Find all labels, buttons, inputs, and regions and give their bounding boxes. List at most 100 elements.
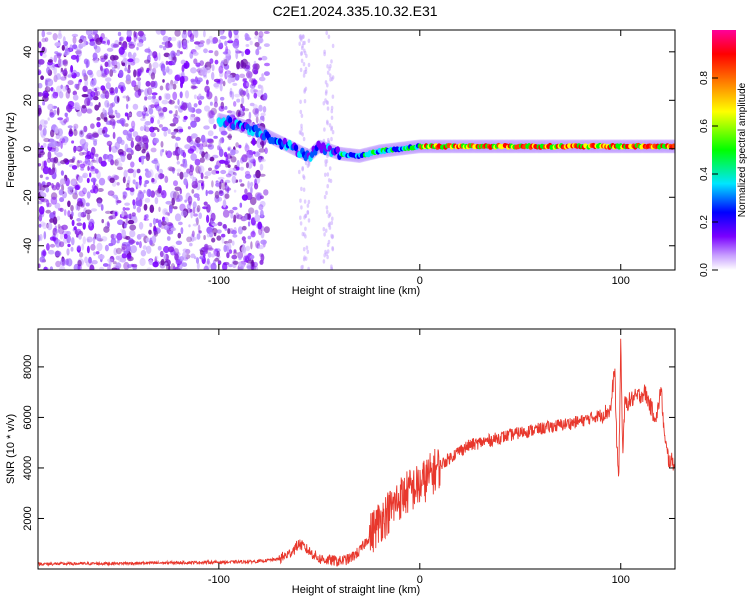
spectrogram-noise-speck	[145, 170, 152, 178]
spectrogram-noise-speck	[47, 151, 52, 160]
spectrogram-noise-speck	[127, 176, 131, 184]
spectrogram-noise-speck	[250, 186, 253, 195]
spectrogram-stripe-speck	[300, 51, 303, 57]
spectrogram-noise-speck	[128, 43, 135, 49]
spectrogram-noise-speck	[144, 126, 150, 133]
spectrogram-noise-speck	[52, 210, 56, 215]
spectrogram-noise-speck	[170, 131, 176, 136]
spectrogram-stripe-speck	[300, 205, 303, 210]
spectrogram-noise-speck	[174, 74, 181, 82]
spectrogram-noise-speck	[174, 253, 179, 261]
spectrogram-noise-speck	[216, 251, 220, 258]
spectrogram-noise-speck	[214, 165, 219, 170]
spectrogram-noise-speck	[101, 219, 104, 224]
spectrogram-noise-speck	[116, 136, 123, 144]
spectrogram-noise-speck	[158, 52, 161, 61]
spectrogram-noise-speck	[179, 171, 184, 180]
spectrogram-noise-speck	[148, 259, 153, 266]
spectrogram-noise-speck	[222, 80, 226, 87]
spectrogram-noise-speck	[126, 182, 130, 189]
spectrogram-noise-speck	[81, 243, 85, 251]
spectrogram-noise-speck	[171, 135, 176, 139]
x-tick-label: 100	[612, 275, 630, 287]
spectrogram-noise-speck	[165, 60, 169, 65]
spectrogram-noise-speck	[59, 241, 65, 248]
spectrogram-noise-speck	[177, 99, 180, 106]
spectrogram-noise-speck	[158, 184, 162, 194]
spectrogram-noise-speck	[42, 53, 47, 58]
spectrogram-noise-speck	[227, 74, 233, 79]
spectrogram-noise-speck	[139, 126, 144, 132]
spectrogram-noise-speck	[97, 188, 104, 192]
spectrogram-noise-speck	[207, 110, 214, 119]
spectrogram-noise-speck	[223, 159, 231, 165]
spectrogram-noise-speck	[174, 213, 182, 222]
spectrogram-noise-speck	[233, 214, 237, 223]
spectrogram-noise-speck	[129, 128, 134, 133]
spectrogram-noise-speck	[49, 218, 54, 223]
spectrogram-noise-speck	[173, 80, 178, 85]
spectrogram-stripe-speck	[307, 199, 311, 205]
spectrogram-noise-speck	[93, 96, 99, 101]
spectrogram-noise-speck	[100, 85, 106, 91]
spectrogram-noise-speck	[57, 58, 64, 67]
spectrogram-noise-speck	[47, 117, 50, 121]
spectrogram-noise-speck	[203, 265, 209, 270]
spectrogram-noise-speck	[253, 161, 256, 167]
spectrogram-stripe-speck	[303, 70, 306, 75]
spectrogram-stripe-speck	[307, 266, 310, 270]
spectrogram-noise-speck	[139, 142, 144, 148]
spectrogram-noise-speck	[60, 258, 67, 267]
spectrogram-noise-speck	[261, 73, 264, 78]
spectrogram-noise-speck	[67, 243, 71, 248]
spectrogram-noise-speck	[138, 221, 144, 230]
y-tick-label: -40	[22, 238, 34, 254]
spectrogram-noise-speck	[207, 143, 214, 150]
spectrogram-noise-speck	[190, 253, 196, 259]
spectrogram-noise-speck	[162, 106, 168, 113]
spectrogram-stripe-speck	[302, 34, 305, 39]
spectrogram-noise-speck	[247, 221, 251, 227]
spectrogram-noise-speck	[218, 187, 225, 196]
spectrogram-noise-speck	[210, 253, 215, 258]
spectrogram-noise-speck	[206, 138, 214, 143]
spectrogram-noise-speck	[223, 151, 228, 158]
spectrogram-noise-speck	[97, 199, 102, 208]
spectrogram-stripe-speck	[330, 136, 333, 142]
spectrogram-noise-speck	[252, 261, 258, 268]
spectrogram-noise-speck	[188, 224, 191, 228]
spectrogram-noise-speck	[122, 123, 125, 127]
spectrogram-noise-speck	[107, 258, 114, 263]
spectrogram-noise-speck	[233, 189, 237, 193]
spectrogram-stripe-speck	[299, 109, 303, 115]
snr-x-axis-label: Height of straight line (km)	[292, 584, 420, 596]
spectrogram-noise-speck	[104, 90, 110, 100]
spectrogram-noise-speck	[69, 44, 73, 52]
ridge-point	[321, 142, 326, 150]
spectrogram-noise-speck	[239, 265, 245, 270]
spectrogram-noise-speck	[189, 113, 195, 122]
spectrogram-noise-speck	[168, 205, 173, 214]
spectrogram-noise-speck	[260, 209, 264, 218]
spectrogram-noise-speck	[96, 121, 101, 128]
spectrogram-noise-speck	[71, 211, 74, 217]
spectrogram-noise-speck	[115, 247, 122, 255]
spectrogram-noise-speck	[213, 123, 217, 130]
spectrogram-noise-speck	[167, 42, 173, 48]
spectrogram-noise-speck	[126, 179, 130, 185]
spectrogram-noise-speck	[56, 107, 60, 116]
spectrogram-noise-speck	[232, 206, 238, 211]
spectrogram-noise-speck	[54, 146, 59, 153]
spectrogram-noise-speck	[106, 140, 113, 147]
spectrogram-noise-speck	[218, 190, 223, 195]
spectrogram-noise-speck	[257, 35, 263, 44]
spectrogram-noise-speck	[162, 208, 169, 216]
spectrogram-noise-speck	[67, 80, 74, 86]
y-tick-label: 20	[22, 94, 34, 106]
spectrogram-noise-speck	[112, 131, 116, 140]
spectrogram-stripe-speck	[298, 169, 301, 175]
spectrogram-noise-speck	[59, 207, 64, 212]
spectrogram-noise-speck	[41, 30, 46, 38]
spectrogram-noise-speck	[252, 67, 259, 75]
spectrogram-noise-speck	[168, 84, 174, 90]
